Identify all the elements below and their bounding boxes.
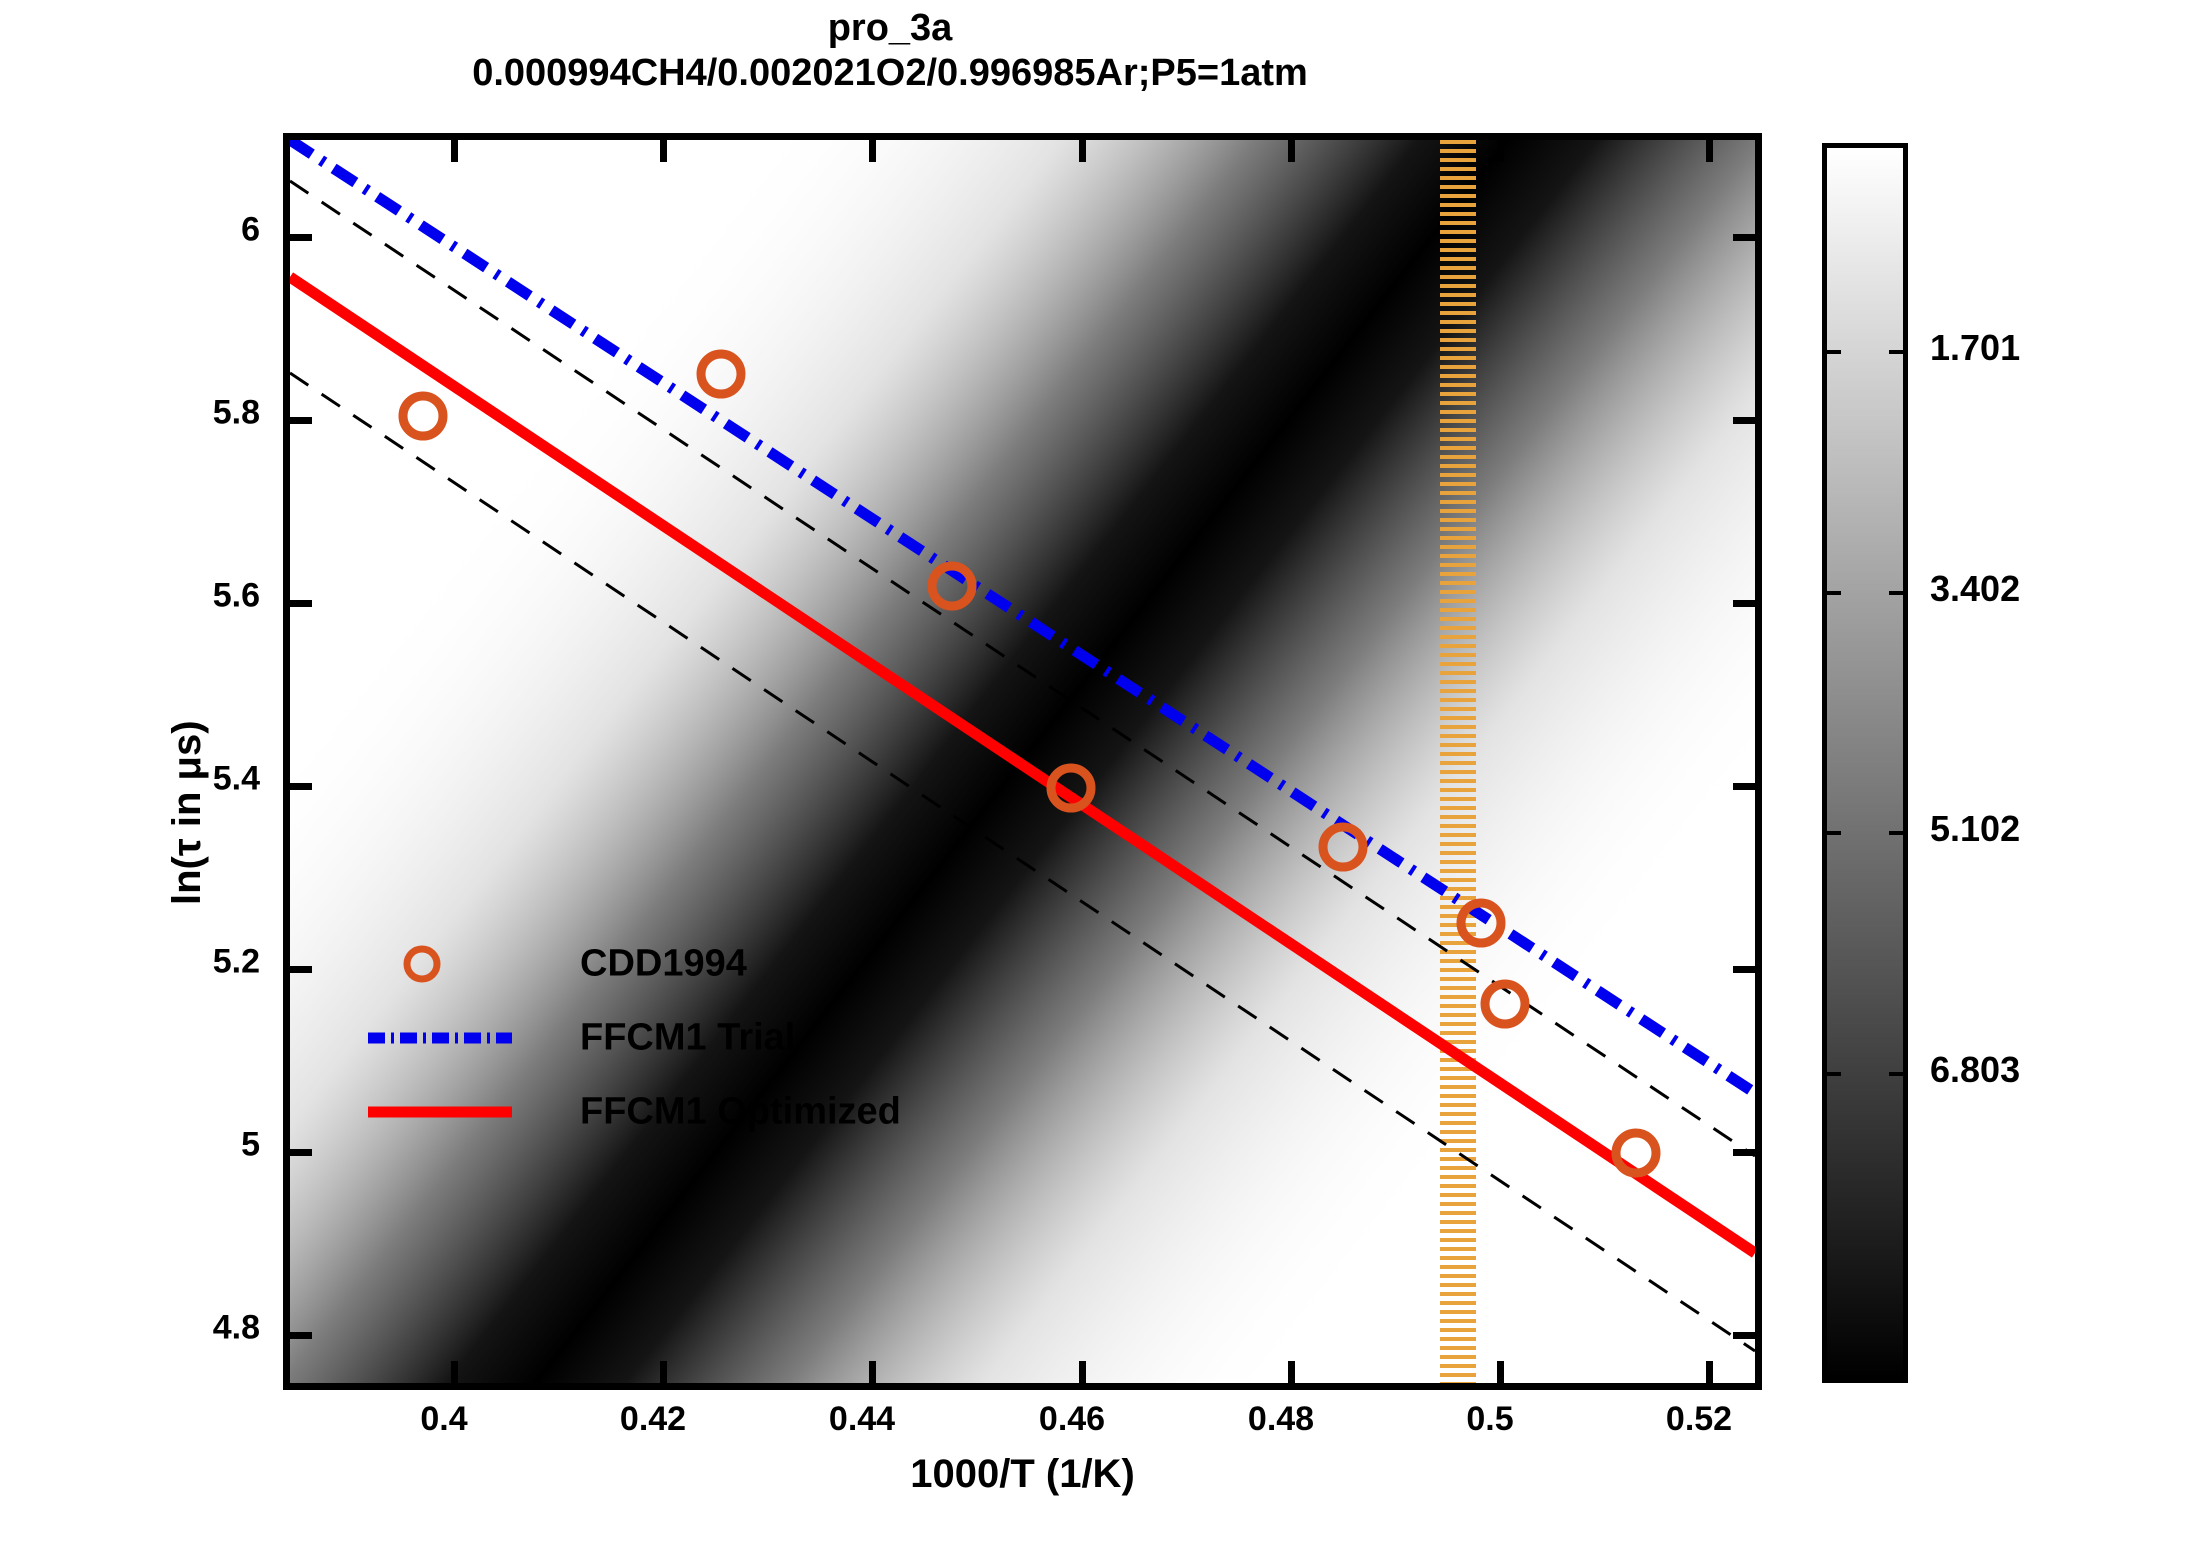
x-tick-label: 0.52: [1665, 1400, 1733, 1438]
colorbar-tick: [1889, 350, 1903, 354]
colorbar-tick: [1889, 591, 1903, 595]
y-tick: [290, 1332, 312, 1339]
y-tick: [1733, 234, 1755, 241]
x-tick-label: 0.46: [1038, 1400, 1106, 1438]
chart-title-block: pro_3a 0.000994CH4/0.002021O2/0.996985Ar…: [0, 6, 1780, 96]
y-tick: [290, 234, 312, 241]
x-tick: [869, 140, 876, 162]
circle-marker-icon: [403, 945, 441, 983]
x-tick: [1497, 1361, 1504, 1383]
legend-label: FFCM1 Trial: [580, 1016, 796, 1059]
x-tick: [451, 140, 458, 162]
y-tick: [1733, 600, 1755, 607]
cdd1994-datapoints[interactable]: [290, 140, 1755, 1383]
x-tick: [451, 1361, 458, 1383]
x-tick: [1288, 1361, 1295, 1383]
legend-label: FFCM1 Optimized: [580, 1090, 901, 1133]
y-tick: [290, 600, 312, 607]
x-tick: [869, 1361, 876, 1383]
upper-bound-line: [290, 179, 1755, 1158]
x-tick: [1288, 140, 1295, 162]
data-point: [1456, 898, 1506, 948]
colorbar-tick: [1827, 350, 1841, 354]
colorbar: [1822, 143, 1908, 1383]
x-tick-label: 0.4: [420, 1400, 468, 1438]
x-tick-label: 0.42: [619, 1400, 687, 1438]
y-tick: [1733, 1149, 1755, 1156]
y-tick-label: 5.4: [212, 759, 260, 798]
y-tick-label: 5: [241, 1125, 260, 1164]
colorbar-tick-label: 5.102: [1930, 808, 2021, 849]
y-tick-label: 6: [241, 210, 260, 249]
colorbar-tick: [1889, 831, 1903, 835]
colorbar-tick: [1827, 1072, 1841, 1076]
y-tick: [290, 783, 312, 790]
y-tick: [1733, 783, 1755, 790]
data-point: [696, 349, 746, 399]
model-lines-group: [290, 140, 1755, 1353]
chart-subtitle: 0.000994CH4/0.002021O2/0.996985Ar;P5=1at…: [472, 51, 1308, 94]
data-point: [398, 391, 448, 441]
y-tick-label: 5.6: [212, 576, 260, 615]
colorbar-gradient: [1827, 148, 1903, 1378]
ffcm1-trial-line: [290, 140, 1755, 1098]
x-tick: [660, 1361, 667, 1383]
colorbar-tick-label: 6.803: [1930, 1049, 2021, 1090]
x-tick-label: 0.44: [828, 1400, 896, 1438]
x-tick-label: 0.5: [1466, 1400, 1514, 1438]
data-point: [1318, 822, 1368, 872]
x-tick: [1706, 140, 1713, 162]
solid-line-icon: [368, 1106, 512, 1118]
x-tick: [660, 140, 667, 162]
colorbar-tick: [1827, 591, 1841, 595]
y-tick: [1733, 417, 1755, 424]
x-tick: [1079, 1361, 1086, 1383]
lower-bound-line: [290, 371, 1755, 1353]
data-point: [927, 561, 977, 611]
data-point: [1046, 763, 1096, 813]
y-tick-label: 5.8: [212, 393, 260, 432]
y-tick: [1733, 1332, 1755, 1339]
y-tick: [290, 417, 312, 424]
page-title: pro_3a: [827, 7, 953, 49]
dashdot-line-icon: [368, 1032, 512, 1044]
x-tick: [1079, 140, 1086, 162]
colorbar-tick: [1827, 831, 1841, 835]
y-tick-label: 5.2: [212, 942, 260, 981]
data-point: [1611, 1128, 1661, 1178]
y-tick: [290, 966, 312, 973]
colorbar-tick-label: 1.701: [1930, 327, 2021, 368]
x-tick-label: 0.48: [1247, 1400, 1315, 1438]
y-axis-title: ln(τ in μs): [165, 720, 209, 905]
y-tick: [290, 1149, 312, 1156]
plot-axes-frame: CDD1994 FFCM1 Trial FFCM1 Optimized: [283, 133, 1762, 1390]
y-tick: [1733, 966, 1755, 973]
legend-label: CDD1994: [580, 942, 747, 985]
ffcm1-optimized-line: [290, 272, 1755, 1258]
data-point: [1480, 979, 1530, 1029]
colorbar-tick-label: 3.402: [1930, 568, 2021, 609]
target-condition-band: [1440, 140, 1476, 1383]
x-tick: [1706, 1361, 1713, 1383]
plot-canvas: CDD1994 FFCM1 Trial FFCM1 Optimized: [290, 140, 1755, 1383]
colorbar-tick: [1889, 1072, 1903, 1076]
x-tick: [1497, 140, 1504, 162]
y-tick-label: 4.8: [212, 1308, 260, 1347]
x-axis-title: 1000/T (1/K): [910, 1452, 1135, 1496]
